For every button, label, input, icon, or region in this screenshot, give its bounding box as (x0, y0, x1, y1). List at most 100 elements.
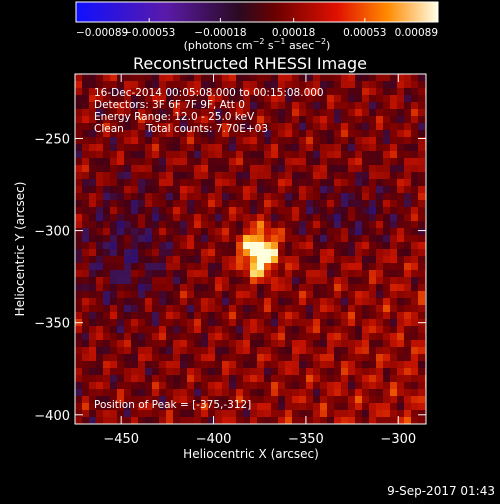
heatmap-cell (369, 319, 376, 326)
heatmap-cell (194, 382, 201, 389)
heatmap-cell (285, 312, 292, 319)
heatmap-cell (390, 172, 397, 179)
heatmap-cell (166, 81, 173, 88)
heatmap-cell (313, 228, 320, 235)
heatmap-cell (96, 123, 103, 130)
heatmap-cell (369, 347, 376, 354)
heatmap-cell (75, 123, 82, 130)
heatmap-cell (103, 389, 110, 396)
heatmap-cell (82, 389, 89, 396)
heatmap-cell (264, 375, 271, 382)
heatmap-cell (390, 88, 397, 95)
heatmap-cell (383, 193, 390, 200)
heatmap-cell (299, 116, 306, 123)
heatmap-cell (229, 137, 236, 144)
heatmap-cell (390, 340, 397, 347)
heatmap-cell (187, 242, 194, 249)
heatmap-cell (75, 221, 82, 228)
heatmap-cell (89, 123, 96, 130)
heatmap-cell (82, 277, 89, 284)
heatmap-cell (187, 319, 194, 326)
heatmap-cell (124, 333, 131, 340)
heatmap-cell (383, 361, 390, 368)
heatmap-cell (215, 270, 222, 277)
heatmap-cell (404, 389, 411, 396)
heatmap-cell (159, 382, 166, 389)
heatmap-cell (96, 340, 103, 347)
heatmap-cell (376, 417, 383, 424)
heatmap-cell (299, 193, 306, 200)
heatmap-cell (278, 382, 285, 389)
heatmap-cell (131, 228, 138, 235)
heatmap-cell (418, 242, 425, 249)
heatmap-cell (194, 109, 201, 116)
heatmap-cell (299, 298, 306, 305)
heatmap-cell (257, 88, 264, 95)
heatmap-cell (173, 354, 180, 361)
heatmap-cell (278, 235, 285, 242)
heatmap-cell (341, 102, 348, 109)
heatmap-cell (138, 123, 145, 130)
heatmap-cell (117, 235, 124, 242)
heatmap-cell (271, 179, 278, 186)
heatmap-cell (138, 221, 145, 228)
heatmap-cell (257, 137, 264, 144)
heatmap-cell (397, 382, 404, 389)
heatmap-cell (208, 410, 215, 417)
heatmap-cell (362, 298, 369, 305)
heatmap-cell (369, 207, 376, 214)
heatmap-cell (362, 123, 369, 130)
heatmap-cell (89, 228, 96, 235)
heatmap-cell (271, 228, 278, 235)
heatmap-cell (96, 354, 103, 361)
heatmap-cell (103, 277, 110, 284)
heatmap-cell (278, 179, 285, 186)
heatmap-cell (264, 312, 271, 319)
heatmap-cell (201, 207, 208, 214)
heatmap-cell (278, 417, 285, 424)
heatmap-cell (243, 214, 250, 221)
heatmap-cell (320, 221, 327, 228)
heatmap-cell (187, 347, 194, 354)
heatmap-cell (173, 242, 180, 249)
heatmap-cell (376, 270, 383, 277)
heatmap-cell (313, 340, 320, 347)
heatmap-cell (348, 137, 355, 144)
heatmap-cell (82, 333, 89, 340)
heatmap-cell (173, 403, 180, 410)
y-tick-label: −400 (34, 409, 70, 424)
heatmap-cell (369, 403, 376, 410)
heatmap-cell (110, 102, 117, 109)
heatmap-cell (215, 221, 222, 228)
heatmap-cell (271, 95, 278, 102)
heatmap-cell (292, 109, 299, 116)
heatmap-cell (306, 403, 313, 410)
heatmap-cell (418, 221, 425, 228)
heatmap-cell (117, 179, 124, 186)
heatmap-cell (222, 403, 229, 410)
heatmap-cell (131, 368, 138, 375)
heatmap-cell (131, 298, 138, 305)
heatmap-cell (110, 319, 117, 326)
heatmap-cell (215, 340, 222, 347)
x-tick-label: −300 (380, 432, 416, 447)
heatmap-cell (355, 382, 362, 389)
heatmap-cell (138, 242, 145, 249)
heatmap-cell (278, 403, 285, 410)
heatmap-cell (215, 291, 222, 298)
heatmap-cell (418, 123, 425, 130)
heatmap-cell (75, 249, 82, 256)
heatmap-cell (243, 200, 250, 207)
heatmap-cell (348, 81, 355, 88)
heatmap-cell (299, 256, 306, 263)
heatmap-cell (306, 144, 313, 151)
heatmap-cell (173, 340, 180, 347)
heatmap-cell (243, 109, 250, 116)
heatmap-cell (397, 410, 404, 417)
heatmap-cell (131, 130, 138, 137)
heatmap-cell (313, 277, 320, 284)
heatmap-cell (292, 368, 299, 375)
heatmap-cell (250, 263, 257, 270)
heatmap-cell (257, 354, 264, 361)
heatmap-cell (117, 403, 124, 410)
